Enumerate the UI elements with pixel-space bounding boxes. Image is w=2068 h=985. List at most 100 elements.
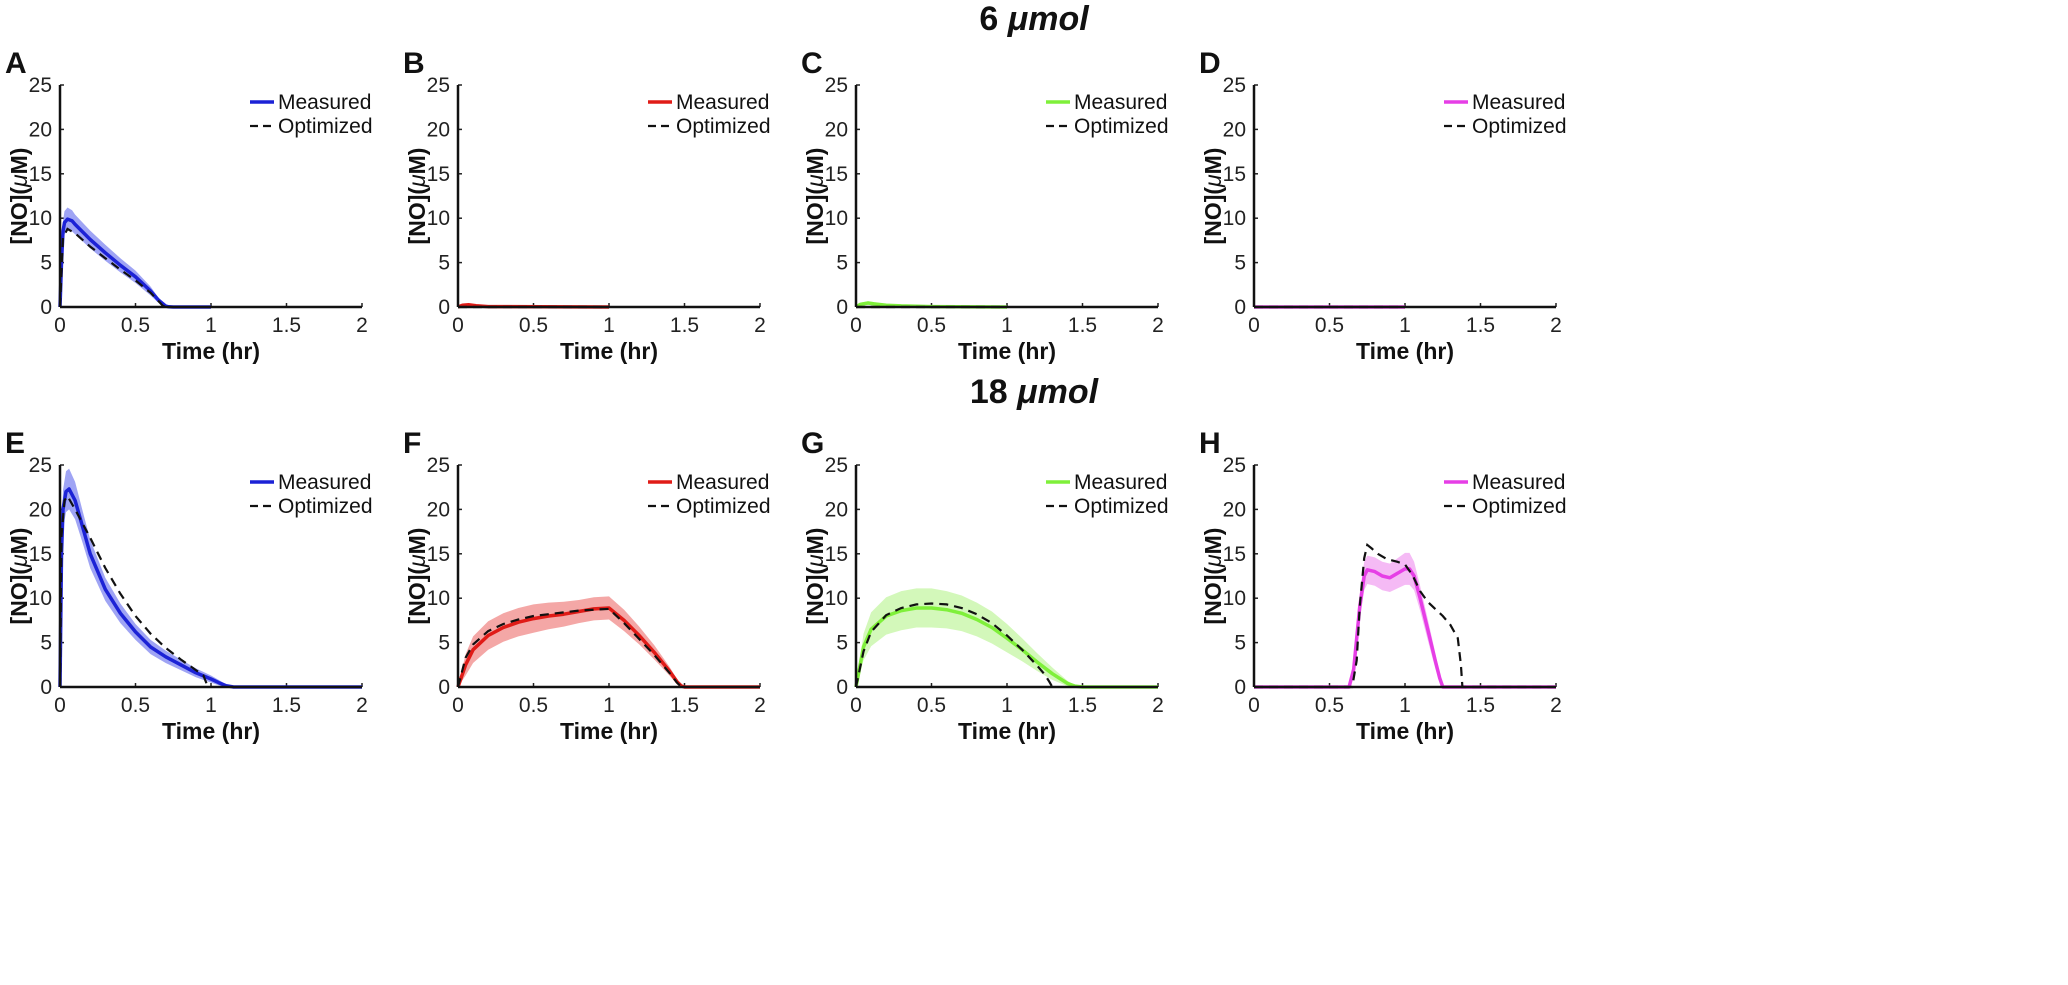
panel-h-xtick-label: 1.5 (1466, 694, 1495, 717)
panel-g-optimized-line (854, 602, 1054, 688)
panel-g-xlabel: Time (hr) (958, 718, 1056, 744)
panel-a-xtick-label: 2 (356, 314, 368, 337)
panel-f-xtick-label: 0 (452, 694, 464, 717)
panel-g-ytick-label: 0 (836, 676, 848, 699)
panel-b-ytick-label: 15 (427, 163, 450, 186)
panel-c-ytick-label: 5 (836, 252, 848, 275)
panel-b-ytick-label: 0 (438, 296, 450, 319)
panel-f-ytick-label: 10 (427, 587, 450, 610)
panel-a-ytick-label: 0 (40, 296, 52, 319)
panel-a-ytick-label: 5 (40, 252, 52, 275)
panel-h-xtick-label: 2 (1550, 694, 1562, 717)
panel-b-ytick-label: 10 (427, 207, 450, 230)
panel-e-xtick-label: 2 (356, 694, 368, 717)
panel-a-xlabel: Time (hr) (162, 338, 260, 364)
panel-b-ylabel-end: M) (404, 148, 430, 175)
panel-d-xtick-label: 1 (1399, 314, 1411, 337)
panel-f-ytick-label: 0 (438, 676, 450, 699)
panel-f-xtick-label: 1 (603, 694, 615, 717)
panel-h-ylabel: [NO](μM) (1200, 528, 1226, 625)
panel-d-ylabel-end: M) (1200, 148, 1226, 175)
panel-f-letter: F (403, 427, 421, 460)
panel-d-legend-optimized: Optimized (1472, 115, 1567, 138)
panel-b-ylabel: [NO](μM) (404, 148, 430, 245)
panel-d-ytick-label: 10 (1223, 207, 1246, 230)
panel-e-xtick-label: 1 (205, 694, 217, 717)
panel-f-xtick-label: 0.5 (519, 694, 548, 717)
panel-g-xtick-label: 0.5 (917, 694, 946, 717)
panel-d-xlabel: Time (hr) (1356, 338, 1454, 364)
panel-g-ylabel-mu: μ (802, 554, 828, 568)
panel-b-xtick-label: 1.5 (670, 314, 699, 337)
panel-c-ylabel-mu: μ (802, 174, 828, 188)
panel-d-letter: D (1199, 47, 1221, 80)
panel-d-ytick-label: 5 (1234, 252, 1246, 275)
panel-d-ytick-label: 20 (1223, 118, 1246, 141)
panel-h-ylabel-main: [NO]( (1200, 567, 1226, 625)
panel-h-xtick-label: 1 (1399, 694, 1411, 717)
panel-d-ylabel-mu: μ (1200, 174, 1226, 188)
panel-g-legend-optimized: Optimized (1074, 495, 1169, 518)
panel-e-ylabel: [NO](μM) (6, 528, 32, 625)
panel-e-xlabel: Time (hr) (162, 718, 260, 744)
panel-c-ylabel-main: [NO]( (802, 187, 828, 245)
panel-e-ytick-label: 15 (29, 543, 52, 566)
panel-d-ytick-label: 15 (1223, 163, 1246, 186)
panel-f-ytick-label: 15 (427, 543, 450, 566)
panel-a-ylabel: [NO](μM) (6, 148, 32, 245)
panel-b-ytick-label: 25 (427, 74, 450, 97)
panel-a-measured-band (60, 207, 211, 307)
panel-b-xtick-label: 2 (754, 314, 766, 337)
panel-g-xtick-label: 2 (1152, 694, 1164, 717)
panel-c-legend-measured: Measured (1074, 91, 1167, 114)
panel-a-ytick-label: 20 (29, 118, 52, 141)
panel-c-legend-optimized: Optimized (1074, 115, 1169, 138)
panel-d-xtick-label: 0.5 (1315, 314, 1344, 337)
panel-g-ytick-label: 20 (825, 498, 848, 521)
panel-e-legend-optimized: Optimized (278, 495, 373, 518)
panel-e-ytick-label: 0 (40, 676, 52, 699)
panel-h-ytick-label: 25 (1223, 454, 1246, 477)
panel-b-letter: B (403, 47, 425, 80)
panel-a-ytick-label: 10 (29, 207, 52, 230)
panel-h-ylabel-mu: μ (1200, 554, 1226, 568)
panel-h: H 0 5 10 15 20 25 0 0.5 1 1.5 2 Time (hr) [NO](μM) Mea… (1199, 427, 1567, 744)
panel-f-xtick-label: 1.5 (670, 694, 699, 717)
panel-f-legend-measured: Measured (676, 471, 769, 494)
panel-b-xtick-label: 0.5 (519, 314, 548, 337)
panel-g-legend-measured: Measured (1074, 471, 1167, 494)
panel-c-ylabel-end: M) (802, 148, 828, 175)
panel-e-xtick-label: 0.5 (121, 694, 150, 717)
panel-h-ylabel-end: M) (1200, 528, 1226, 555)
panel-d-xtick-label: 0 (1248, 314, 1260, 337)
panel-h-legend-measured: Measured (1472, 471, 1565, 494)
panel-c-ytick-label: 0 (836, 296, 848, 319)
panel-h-ytick-label: 5 (1234, 632, 1246, 655)
panel-h-ytick-label: 0 (1234, 676, 1246, 699)
panel-e-ytick-label: 5 (40, 632, 52, 655)
panel-b-ytick-label: 5 (438, 252, 450, 275)
panel-f-legend-optimized: Optimized (676, 495, 771, 518)
panel-g-ylabel: [NO](μM) (802, 528, 828, 625)
panel-f-xtick-label: 2 (754, 694, 766, 717)
panel-d-ytick-label: 0 (1234, 296, 1246, 319)
panel-a-ytick-label: 25 (29, 74, 52, 97)
panel-e-ylabel-end: M) (6, 528, 32, 555)
panel-g-xtick-label: 1 (1001, 694, 1013, 717)
panel-d-ylabel-main: [NO]( (1200, 187, 1226, 245)
panel-a-xtick-label: 1 (205, 314, 217, 337)
panel-b-ylabel-mu: μ (404, 174, 430, 188)
panel-h-xtick-label: 0.5 (1315, 694, 1344, 717)
panel-e-ylabel-mu: μ (6, 554, 32, 568)
panel-g-ylabel-main: [NO]( (802, 567, 828, 625)
panel-h-legend-optimized: Optimized (1472, 495, 1567, 518)
panel-f-xlabel: Time (hr) (560, 718, 658, 744)
panel-c-ytick-label: 25 (825, 74, 848, 97)
panel-e-xtick-label: 0 (54, 694, 66, 717)
panel-e-ytick-label: 10 (29, 587, 52, 610)
panel-f-ylabel-end: M) (404, 528, 430, 555)
panel-b-ylabel-main: [NO]( (404, 187, 430, 245)
panel-a-ylabel-main: [NO]( (6, 187, 32, 245)
panel-f-optimized-line (456, 607, 683, 688)
